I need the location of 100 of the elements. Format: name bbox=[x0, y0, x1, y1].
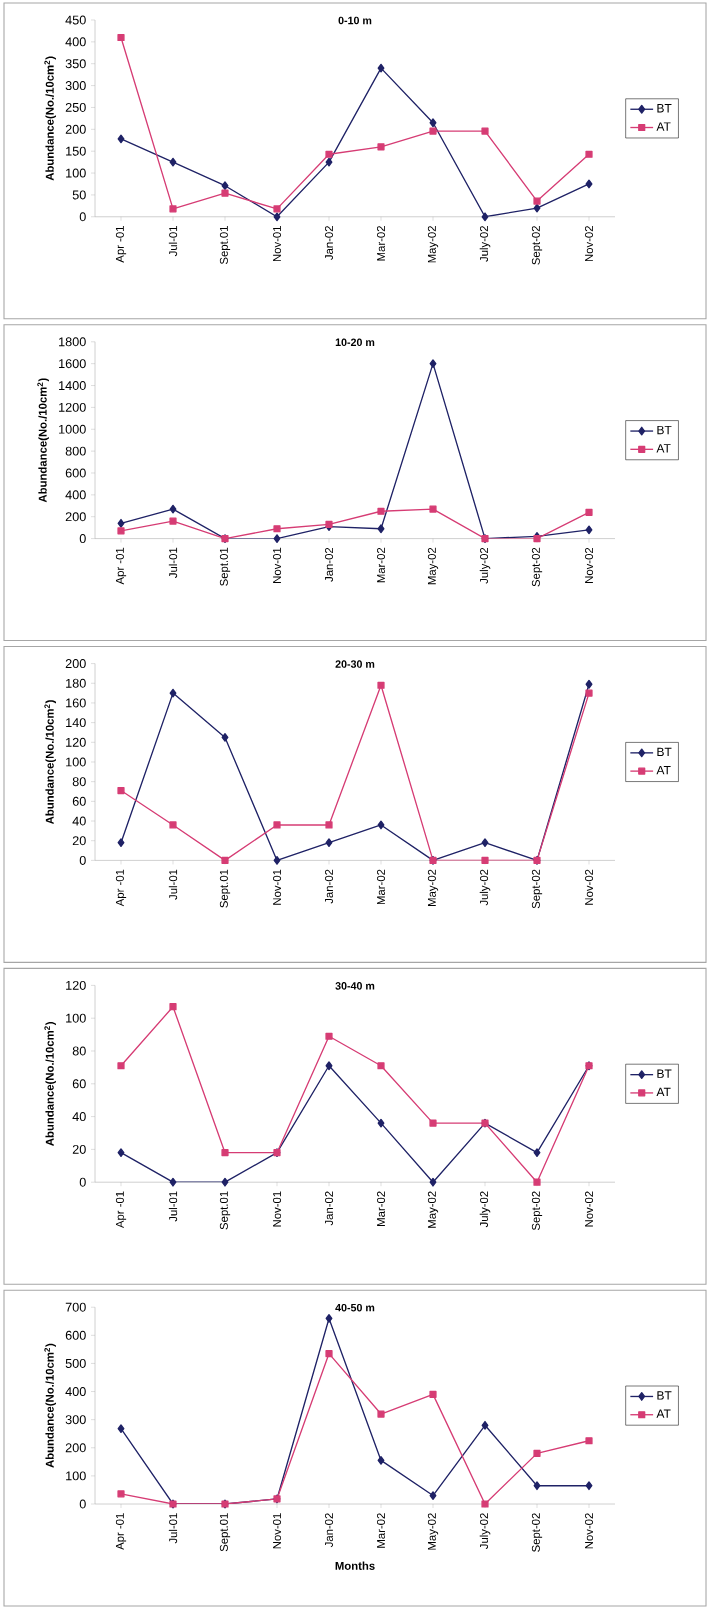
point bbox=[377, 820, 385, 830]
y-tick-label: 0 bbox=[79, 1177, 86, 1187]
chart-title: 10-20 m bbox=[335, 338, 375, 347]
x-tick-label: Apr -01 bbox=[115, 1513, 127, 1550]
point bbox=[117, 1490, 125, 1498]
point bbox=[585, 508, 593, 516]
point bbox=[585, 150, 593, 158]
point bbox=[481, 127, 489, 135]
point bbox=[273, 525, 281, 533]
point bbox=[169, 205, 177, 213]
x-tick-label: Sept-02 bbox=[531, 1513, 543, 1552]
chart-title: 0-10 m bbox=[338, 16, 372, 25]
x-tick-label: Jul-01 bbox=[168, 1513, 178, 1544]
x-tick-label: July-02 bbox=[479, 547, 491, 584]
point bbox=[533, 1148, 541, 1158]
point bbox=[429, 1390, 437, 1398]
y-tick-label: 40 bbox=[72, 1112, 86, 1122]
y-tick-label: 20 bbox=[72, 836, 86, 846]
chart-title: 30-40 m bbox=[335, 982, 375, 990]
x-tick-label: Mar-02 bbox=[377, 869, 386, 905]
chart-title: 40-50 m bbox=[335, 1303, 375, 1312]
y-tick-label: 600 bbox=[65, 468, 86, 478]
point bbox=[533, 1178, 541, 1186]
y-tick-label: 120 bbox=[66, 980, 86, 990]
point bbox=[169, 504, 177, 514]
y-tick-label: 600 bbox=[65, 1330, 86, 1340]
point bbox=[429, 359, 437, 369]
x-tick-label: Nov-01 bbox=[273, 869, 282, 905]
point bbox=[117, 1148, 125, 1158]
x-tick-label: May-02 bbox=[427, 869, 439, 906]
point bbox=[585, 1481, 593, 1491]
point bbox=[273, 821, 281, 829]
point bbox=[481, 856, 489, 864]
x-tick-label: Mar-02 bbox=[377, 1191, 386, 1226]
point bbox=[117, 1062, 125, 1070]
legend-label: BT bbox=[657, 425, 672, 435]
point bbox=[481, 1500, 489, 1508]
x-tick-label: Sept-02 bbox=[531, 547, 543, 587]
x-tick-label: Mar-02 bbox=[377, 226, 386, 261]
point bbox=[429, 1177, 437, 1187]
point bbox=[377, 63, 385, 73]
point bbox=[429, 118, 437, 128]
point bbox=[273, 855, 281, 865]
x-tick-label: Sept.01 bbox=[219, 1513, 231, 1552]
point bbox=[481, 212, 489, 222]
point bbox=[429, 127, 437, 135]
y-tick-label: 0 bbox=[79, 212, 86, 222]
point bbox=[533, 1449, 541, 1457]
y-tick-label: 300 bbox=[65, 81, 86, 91]
x-tick-label: Apr -01 bbox=[115, 1191, 127, 1229]
legend-label: BT bbox=[657, 1069, 672, 1078]
x-tick-label: Mar-02 bbox=[377, 1513, 386, 1548]
legend-label: AT bbox=[656, 1087, 671, 1097]
y-tick-label: 100 bbox=[66, 168, 86, 178]
y-tick-label: 1200 bbox=[59, 402, 86, 412]
x-tick-label: July-02 bbox=[479, 226, 491, 262]
x-tick-label: Jul-01 bbox=[168, 226, 178, 257]
x-tick-label: Sept-02 bbox=[531, 869, 543, 909]
x-tick-label: Sept.01 bbox=[219, 547, 231, 586]
y-tick-label: 0 bbox=[79, 1499, 86, 1509]
x-tick-label: Jul-01 bbox=[168, 547, 178, 578]
x-tick-label: Jan-02 bbox=[325, 869, 334, 904]
point bbox=[325, 150, 333, 158]
x-tick-label: Jan-02 bbox=[325, 1513, 334, 1548]
y-tick-label: 100 bbox=[66, 1471, 86, 1481]
x-tick-label: Jul-01 bbox=[168, 869, 178, 900]
point bbox=[377, 1118, 385, 1128]
y-tick-label: 60 bbox=[72, 796, 86, 806]
point bbox=[117, 527, 125, 535]
point bbox=[377, 524, 385, 534]
legend-label: AT bbox=[656, 765, 671, 775]
legend-label: BT bbox=[657, 104, 672, 113]
x-tick-label: Nov-01 bbox=[273, 226, 282, 262]
y-tick-label: 60 bbox=[72, 1079, 86, 1089]
point bbox=[481, 1420, 489, 1430]
chart-title: 20-30 m bbox=[335, 660, 375, 668]
point bbox=[429, 505, 437, 513]
y-axis-title: Abundance(No./10cm$^{2}$) bbox=[44, 700, 56, 825]
point bbox=[325, 838, 333, 848]
y-tick-label: 250 bbox=[65, 102, 86, 112]
point bbox=[533, 203, 541, 213]
point bbox=[221, 189, 229, 197]
point bbox=[117, 518, 125, 528]
y-tick-label: 80 bbox=[72, 1046, 86, 1056]
point bbox=[325, 821, 333, 829]
x-tick-label: Sept-02 bbox=[531, 226, 543, 265]
x-tick-label: Nov-02 bbox=[585, 547, 594, 583]
x-tick-label: May-02 bbox=[427, 547, 439, 585]
y-tick-label: 350 bbox=[65, 59, 86, 69]
y-tick-label: 1000 bbox=[59, 424, 86, 434]
y-tick-label: 80 bbox=[72, 777, 86, 787]
legend-label: BT bbox=[657, 1391, 672, 1400]
y-tick-label: 160 bbox=[66, 698, 86, 708]
y-tick-label: 1400 bbox=[59, 381, 86, 390]
point bbox=[429, 1119, 437, 1127]
x-tick-label: July-02 bbox=[479, 1513, 491, 1550]
x-tick-label: Nov-01 bbox=[273, 547, 282, 583]
point bbox=[273, 534, 281, 543]
y-tick-label: 50 bbox=[72, 190, 86, 200]
y-tick-label: 400 bbox=[65, 1387, 86, 1397]
